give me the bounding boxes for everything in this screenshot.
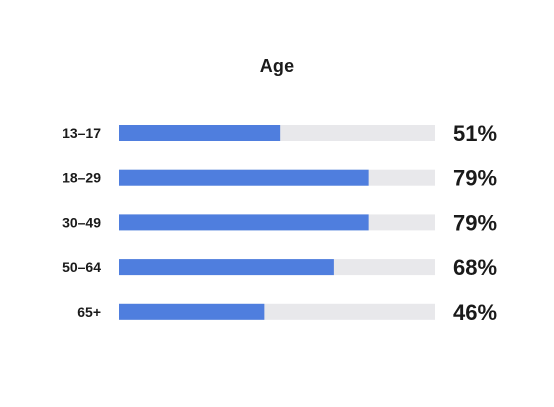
category-label: 18–29 xyxy=(62,170,101,186)
bar xyxy=(119,214,369,231)
bar xyxy=(119,303,265,320)
value-label: 51% xyxy=(453,121,497,146)
chart-title: Age xyxy=(259,56,295,76)
value-label: 46% xyxy=(453,300,497,325)
value-label: 79% xyxy=(453,166,497,191)
bar xyxy=(119,259,334,276)
value-label: 79% xyxy=(453,210,497,235)
bar xyxy=(119,169,369,186)
category-label: 13–17 xyxy=(62,125,101,141)
value-label: 68% xyxy=(453,255,497,280)
category-label: 30–49 xyxy=(62,214,101,230)
category-label: 65+ xyxy=(77,304,101,320)
bar xyxy=(119,125,281,141)
category-label: 50–64 xyxy=(62,259,101,275)
